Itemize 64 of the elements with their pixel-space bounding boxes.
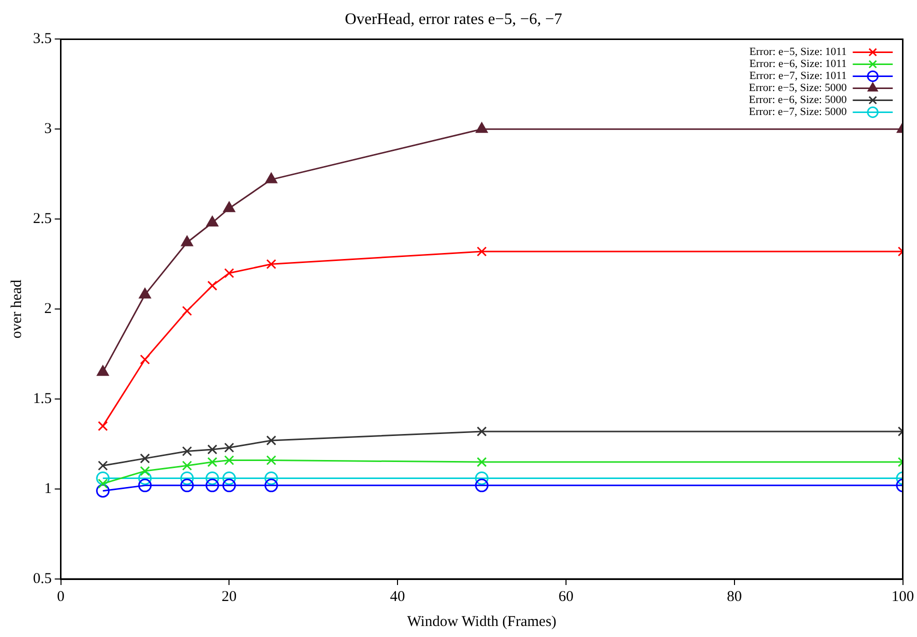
y-tick-label: 3 xyxy=(44,121,52,138)
point xyxy=(266,455,276,466)
y-tick-label: 3.5 xyxy=(33,31,52,48)
x-tick-label: 0 xyxy=(57,588,64,605)
point xyxy=(180,478,194,492)
point xyxy=(182,306,192,316)
point xyxy=(181,236,193,246)
point xyxy=(98,460,108,471)
point xyxy=(266,435,276,446)
point xyxy=(476,246,487,257)
point xyxy=(207,280,218,291)
point xyxy=(206,471,220,485)
point xyxy=(265,172,278,184)
x-tick-label: 20 xyxy=(222,588,237,605)
point xyxy=(264,471,278,485)
point xyxy=(140,354,150,364)
legend-label: Error: e−7, Size: 5000 xyxy=(748,106,848,118)
legend-label: Error: e−5, Size: 1011 xyxy=(749,46,847,58)
point xyxy=(139,288,151,298)
point xyxy=(224,268,234,278)
point xyxy=(140,466,150,476)
point xyxy=(96,471,110,485)
y-tick-label: 0.5 xyxy=(33,570,52,587)
point xyxy=(222,478,236,492)
y-tick-label: 1 xyxy=(44,480,52,497)
point xyxy=(224,442,234,453)
y-tick-label: 2 xyxy=(44,301,52,318)
point xyxy=(98,478,108,489)
x-tick-label: 100 xyxy=(892,588,914,605)
point xyxy=(476,122,488,133)
x-axis-title: Window Width (Frames) xyxy=(407,614,556,630)
chart-title: OverHead, error rates e−5, −6, −7 xyxy=(344,10,562,28)
point xyxy=(98,421,108,432)
point xyxy=(222,471,236,485)
x-tick-label: 60 xyxy=(558,588,574,605)
point xyxy=(206,478,220,492)
y-tick-label: 2.5 xyxy=(33,211,52,228)
point xyxy=(96,365,109,376)
x-tick-label: 80 xyxy=(726,588,742,605)
y-axis-title: over head xyxy=(8,279,25,338)
point xyxy=(264,478,278,492)
point xyxy=(475,478,488,492)
point xyxy=(138,471,152,485)
point xyxy=(476,457,487,468)
point xyxy=(476,426,487,436)
point xyxy=(180,471,194,485)
point xyxy=(96,484,110,498)
point xyxy=(182,446,192,456)
point xyxy=(224,455,234,466)
legend-label: Error: e−6, Size: 5000 xyxy=(748,94,848,106)
point xyxy=(140,453,150,464)
point xyxy=(207,457,218,468)
x-tick-label: 40 xyxy=(390,588,406,605)
point xyxy=(223,202,236,212)
point xyxy=(475,471,488,485)
legend-label: Error: e−7, Size: 1011 xyxy=(749,70,847,82)
point xyxy=(138,478,152,492)
point xyxy=(207,444,218,454)
y-tick-label: 1.5 xyxy=(33,391,52,408)
legend-label: Error: e−5, Size: 5000 xyxy=(748,82,848,94)
point xyxy=(206,216,218,226)
point xyxy=(266,259,276,270)
point xyxy=(182,460,192,471)
legend-label: Error: e−6, Size: 1011 xyxy=(749,58,847,70)
